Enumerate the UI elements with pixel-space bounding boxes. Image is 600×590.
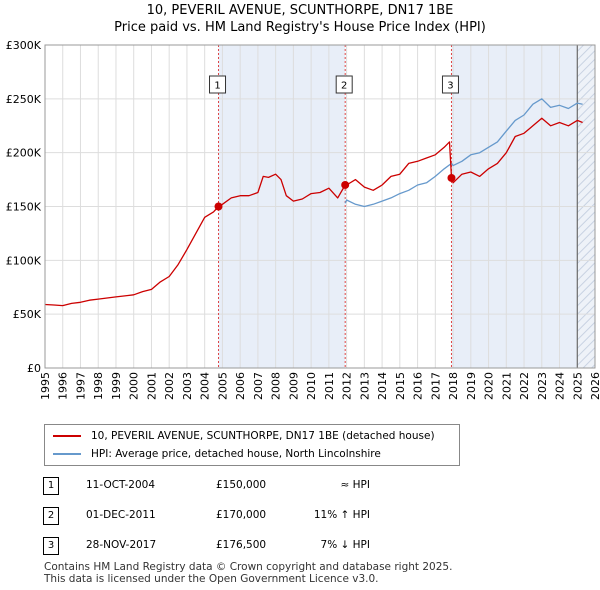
x-tick-label: 1998 bbox=[92, 372, 105, 400]
transaction-row: 2 01-DEC-2011 £170,000 11% ↑ HPI bbox=[0, 507, 600, 527]
transaction-row: 3 28-NOV-2017 £176,500 7% ↓ HPI bbox=[0, 537, 600, 557]
x-tick-label: 2017 bbox=[429, 372, 442, 400]
transaction-hpi-relation: 11% ↑ HPI bbox=[313, 509, 370, 521]
x-tick-label: 1997 bbox=[74, 372, 87, 400]
x-tick-label: 2023 bbox=[536, 372, 549, 400]
legend-swatch-property bbox=[53, 435, 81, 437]
transaction-row: 1 11-OCT-2004 £150,000 ≈ HPI bbox=[0, 477, 600, 497]
sale-marker-box bbox=[335, 75, 353, 94]
transaction-number: 1 bbox=[43, 477, 59, 495]
chart-subtitle: Price paid vs. HM Land Registry's House … bbox=[114, 20, 486, 35]
y-tick-label: £200K bbox=[6, 147, 42, 160]
x-tick-label: 1999 bbox=[110, 372, 123, 400]
x-tick-label: 2022 bbox=[518, 372, 531, 400]
x-tick-label: 2014 bbox=[376, 372, 389, 400]
y-tick-label: £300K bbox=[6, 39, 42, 52]
footer-copyright: Contains HM Land Registry data © Crown c… bbox=[44, 561, 453, 573]
x-tick-label: 2010 bbox=[305, 372, 318, 400]
x-tick-label: 2009 bbox=[287, 372, 300, 400]
x-tick-label: 2020 bbox=[483, 372, 496, 400]
transaction-price: £150,000 bbox=[216, 479, 267, 491]
sale-marker-box bbox=[441, 75, 459, 94]
transaction-number: 2 bbox=[43, 507, 59, 525]
x-tick-label: 2004 bbox=[199, 372, 212, 400]
plot-border bbox=[44, 44, 596, 369]
x-tick-label: 2013 bbox=[358, 372, 371, 400]
footer-license: This data is licensed under the Open Gov… bbox=[44, 573, 379, 585]
transaction-price: £170,000 bbox=[216, 509, 267, 521]
x-tick-label: 2003 bbox=[181, 372, 194, 400]
transaction-date: 11-OCT-2004 bbox=[86, 479, 155, 491]
x-tick-label: 2001 bbox=[145, 372, 158, 400]
x-tick-label: 2007 bbox=[252, 372, 265, 400]
legend-label-hpi: HPI: Average price, detached house, Nort… bbox=[91, 448, 381, 460]
sale-point bbox=[341, 180, 350, 189]
transaction-date: 28-NOV-2017 bbox=[86, 539, 157, 551]
y-tick-label: £100K bbox=[6, 254, 42, 267]
x-tick-label: 2000 bbox=[128, 372, 141, 400]
x-tick-label: 2025 bbox=[571, 372, 584, 400]
legend-item-hpi: HPI: Average price, detached house, Nort… bbox=[53, 446, 381, 462]
sale-marker-box bbox=[209, 75, 227, 94]
x-tick-label: 2024 bbox=[554, 372, 567, 400]
y-tick-label: £0 bbox=[27, 362, 41, 375]
transaction-number: 3 bbox=[43, 537, 59, 555]
sale-marker-label: 2 bbox=[341, 81, 347, 92]
legend-swatch-hpi bbox=[53, 453, 81, 455]
y-tick-label: £50K bbox=[13, 308, 42, 321]
x-tick-label: 2021 bbox=[500, 372, 513, 400]
series-line-hpi bbox=[344, 98, 583, 208]
chart-legend: 10, PEVERIL AVENUE, SCUNTHORPE, DN17 1BE… bbox=[44, 424, 460, 466]
x-tick-label: 2015 bbox=[394, 372, 407, 400]
y-tick-label: £250K bbox=[6, 93, 42, 106]
x-tick-label: 1996 bbox=[57, 372, 70, 400]
sale-point bbox=[447, 173, 456, 182]
sale-point bbox=[214, 202, 223, 211]
transaction-price: £176,500 bbox=[216, 539, 267, 551]
y-tick-label: £150K bbox=[6, 201, 42, 214]
x-tick-label: 1995 bbox=[39, 372, 52, 400]
x-tick-label: 2016 bbox=[412, 372, 425, 400]
price-chart: 1 2 3 £0 £50K £100K £150K £200K £250K £300K 1995 19… bbox=[6, 39, 600, 400]
x-tick-label: 2018 bbox=[447, 372, 460, 400]
sale-marker-label: 1 bbox=[214, 81, 220, 92]
sale-marker-label: 3 bbox=[447, 81, 453, 92]
x-tick-label: 2012 bbox=[341, 372, 354, 400]
legend-item-property: 10, PEVERIL AVENUE, SCUNTHORPE, DN17 1BE… bbox=[53, 428, 435, 444]
transaction-hpi-relation: ≈ HPI bbox=[340, 479, 370, 491]
x-tick-label: 2008 bbox=[270, 372, 283, 400]
x-tick-label: 2005 bbox=[216, 372, 229, 400]
legend-label-property: 10, PEVERIL AVENUE, SCUNTHORPE, DN17 1BE… bbox=[91, 430, 435, 442]
transaction-date: 01-DEC-2011 bbox=[86, 509, 156, 521]
x-tick-label: 2019 bbox=[465, 372, 478, 400]
chart-title: 10, PEVERIL AVENUE, SCUNTHORPE, DN17 1BE bbox=[146, 3, 454, 18]
transaction-hpi-relation: 7% ↓ HPI bbox=[320, 539, 370, 551]
series-line-property bbox=[44, 117, 583, 307]
x-tick-label: 2026 bbox=[589, 372, 600, 400]
x-tick-label: 2002 bbox=[163, 372, 176, 400]
x-tick-label: 2011 bbox=[323, 372, 336, 400]
x-tick-label: 2006 bbox=[234, 372, 247, 400]
